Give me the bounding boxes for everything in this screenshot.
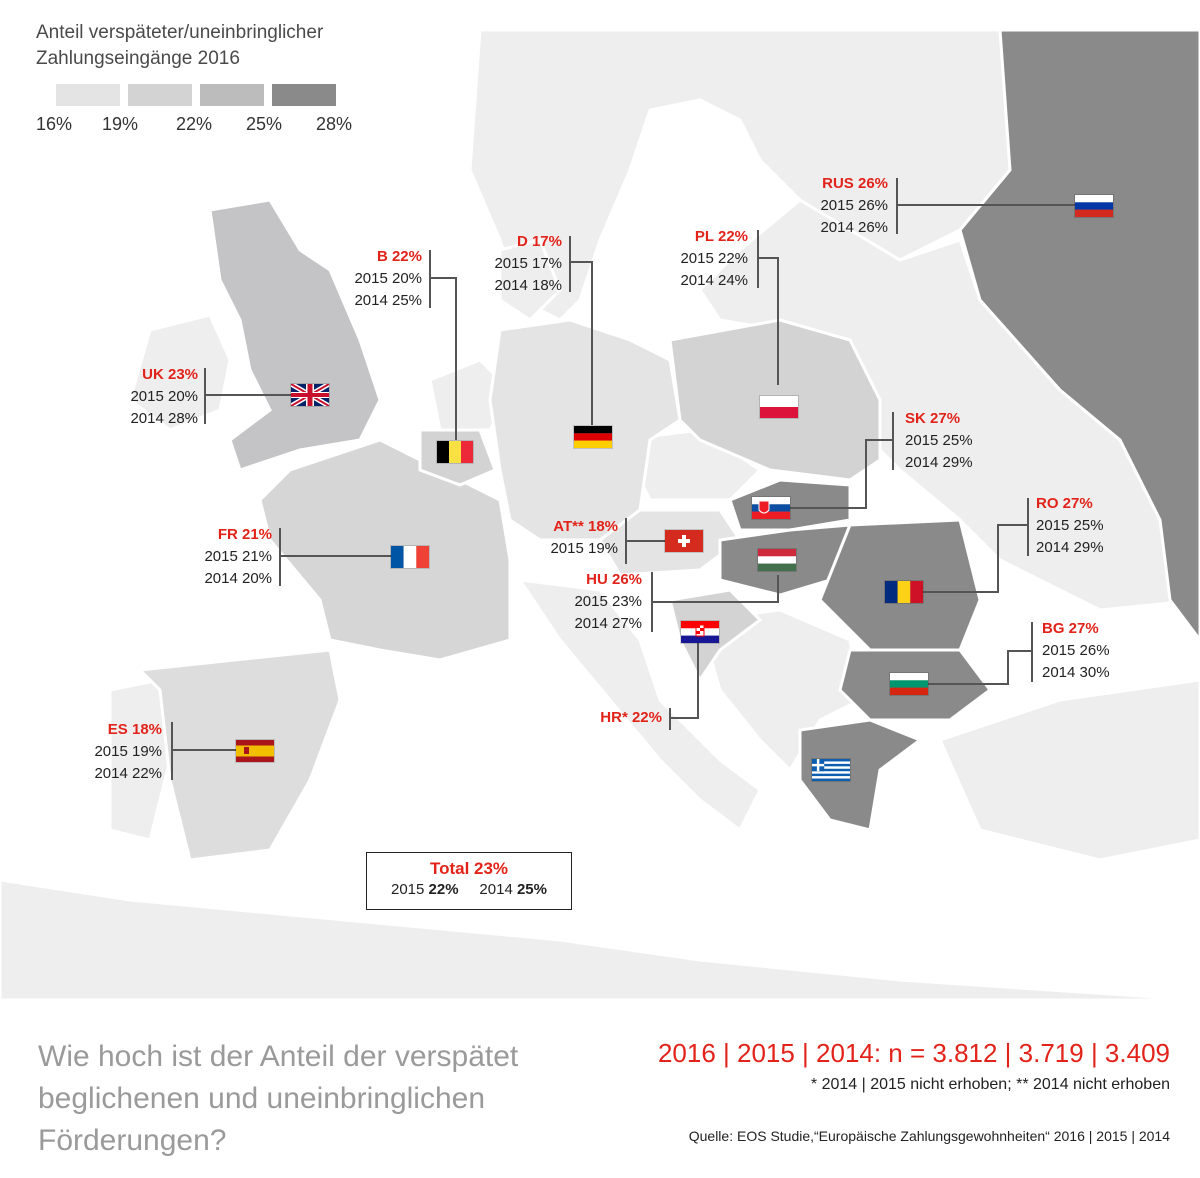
uk-region: [208, 198, 382, 472]
switzerland-flag-icon: [665, 530, 703, 552]
legend-tick: 19%: [102, 114, 139, 134]
france-flag-icon: [391, 546, 429, 568]
poland-flag-icon: [760, 396, 798, 418]
croatia-flag-icon: [681, 621, 719, 643]
germany-flag-icon: [574, 426, 612, 448]
legend-swatch-4: [272, 84, 336, 106]
legend-tick: 22%: [176, 114, 213, 134]
legend-swatch-2: [128, 84, 192, 106]
question-heading: Wie hoch ist der Anteil der verspätet be…: [38, 1040, 519, 1157]
romania-flag-icon: [885, 581, 923, 603]
greece-region: [798, 718, 924, 832]
legend-tick: 25%: [246, 114, 283, 134]
total-previous: 2015 22% 2014 25%: [391, 881, 547, 898]
label-spain: ES 18% 2015 19% 2014 22%: [94, 721, 162, 782]
leader-lines: [171, 178, 1075, 780]
legend-tick: 16%: [36, 114, 73, 134]
label-romania: RO 27% 2015 25% 2014 29%: [1036, 495, 1104, 556]
label-hungary: HU 26% 2015 23% 2014 27%: [574, 571, 642, 632]
legend-tick: 28%: [316, 114, 353, 134]
legend-swatch-1: [56, 84, 120, 106]
total-box: Total 23% 2015 22% 2014 25%: [366, 852, 572, 910]
label-russia: RUS 26% 2015 26% 2014 26%: [820, 175, 888, 236]
uk-flag-icon: [291, 384, 329, 406]
label-france: FR 21% 2015 21% 2014 20%: [204, 526, 272, 587]
bulgaria-flag-icon: [890, 673, 928, 695]
label-croatia: HR* 22%: [600, 709, 662, 726]
north-africa-land: [0, 878, 1200, 1000]
label-uk: UK 23% 2015 20% 2014 28%: [130, 366, 198, 427]
slovakia-flag-icon: [752, 497, 790, 519]
label-bulgaria: BG 27% 2015 26% 2014 30%: [1042, 620, 1110, 681]
spain-flag-icon: [236, 740, 274, 762]
label-austria: AT** 18% 2015 19%: [550, 518, 618, 557]
russia-region: [958, 28, 1200, 643]
source-note: Quelle: EOS Studie,“Europäische Zahlungs…: [688, 1128, 1170, 1144]
italy-land: [516, 578, 762, 833]
legend-title: Anteil verspäteter/uneinbringlicher Zahl…: [36, 22, 324, 69]
balkans-land: [698, 608, 862, 773]
europe-map: [0, 28, 1200, 1000]
turkey-land: [937, 678, 1200, 862]
sample-size: 2016 | 2015 | 2014: n = 3.812 | 3.719 | …: [657, 1038, 1170, 1068]
label-belgium: B 22% 2015 20% 2014 25%: [354, 248, 422, 309]
russia-flag-icon: [1075, 195, 1113, 217]
label-germany: D 17% 2015 17% 2014 18%: [494, 233, 562, 294]
hungary-flag-icon: [758, 549, 796, 571]
denmark-land: [498, 238, 562, 322]
greece-flag-icon: [812, 759, 850, 781]
footnotes: * 2014 | 2015 nicht erhoben; ** 2014 nic…: [810, 1076, 1170, 1093]
total-title: Total 23%: [429, 859, 509, 878]
slovakia-region: [728, 478, 852, 532]
belgium-flag-icon: [437, 441, 473, 463]
label-poland: PL 22% 2015 22% 2014 24%: [680, 228, 748, 289]
legend-swatch-3: [200, 84, 264, 106]
label-slovakia: SK 27% 2015 25% 2014 29%: [905, 410, 973, 471]
